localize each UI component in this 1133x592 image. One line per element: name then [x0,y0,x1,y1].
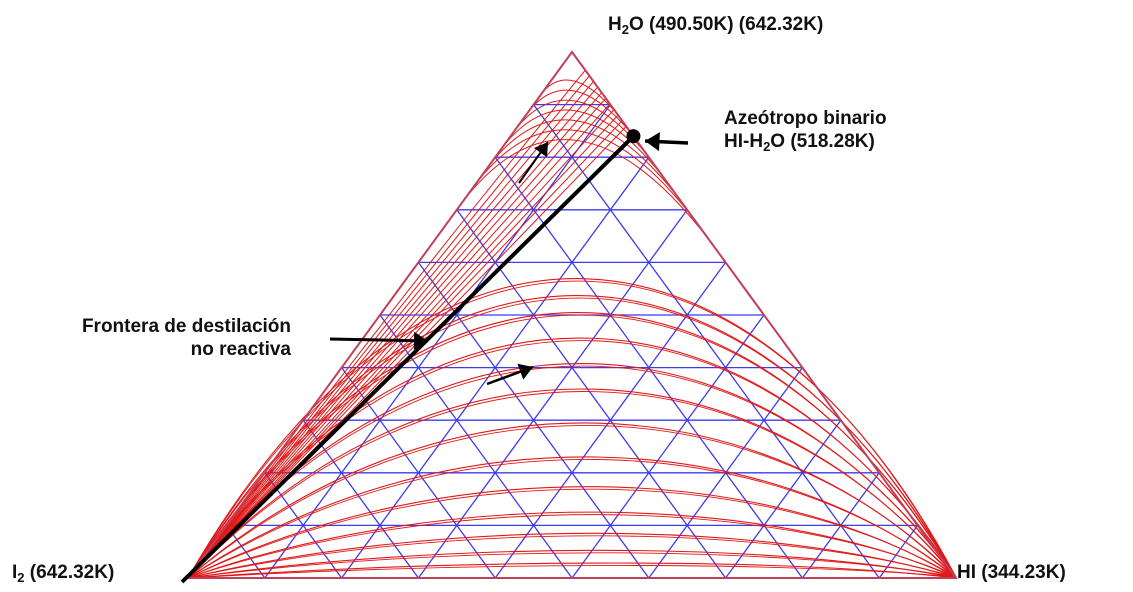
residue-curve [187,549,957,579]
residue-curve [187,511,957,579]
boundary-arrow-head [413,331,428,350]
residue-curve [187,114,619,579]
residue-curve [187,81,594,579]
residue-curve [489,119,680,200]
residue-curve [187,312,957,579]
grid-line [878,525,919,579]
azeotrope-label-line1: Azeótropo binario [724,108,887,129]
grid-line [264,104,611,579]
boundary-label: Frontera de destilación no reactiva [8,316,291,362]
direction-arrow-left-region-head [533,142,548,158]
residue-curve [187,562,957,579]
direction-arrow-right-region-head [517,363,533,380]
residue-curve [187,75,590,579]
azeotrope-point [626,129,641,144]
residue-curve [187,565,957,579]
residue-curve [187,532,957,579]
vertex-label-hi: HI (344.23K) [957,562,1066,583]
residue-curve [187,422,957,579]
composition-grid [225,103,919,579]
grid-line [533,104,880,579]
residue-curve [187,514,957,579]
residue-curve [187,391,957,579]
direction-arrows [329,132,689,386]
residue-curve [529,89,634,137]
residue-curve [187,425,957,579]
vertex-label-i2: I2 (642.32K) [12,562,115,585]
grid-line [494,156,803,579]
residue-curve [187,552,957,579]
residue-curve [187,488,957,579]
vertex-label-h2o: H2O (490.50K) (642.32K) [608,14,824,37]
residue-curve [187,103,611,579]
residue-curve [475,129,696,221]
residue-curve [187,459,957,579]
distillation-boundary-line [180,134,635,584]
residue-curve [187,97,607,579]
residue-curve [187,69,586,579]
residue-curve [502,109,665,179]
residue-curve [187,535,957,579]
residue-curve [462,139,711,242]
grid-line [417,209,688,579]
azeotrope-arrow-head [645,132,660,152]
residue-curve [187,92,603,579]
residue-curve [187,109,615,579]
residue-curve [187,365,957,579]
azeotrope-label: Azeótropo binario HI-H2O (518.28K) [724,108,887,154]
grid-line [571,314,765,579]
azeotrope-label-line2: HI-H2O (518.28K) [724,130,875,154]
residue-curve [187,314,957,579]
boundary-arrow-shaft [329,337,429,343]
boundary-label-line1: Frontera de destilación [81,316,291,337]
grid-line [302,419,419,579]
boundary-label-line2: no reactiva [190,338,291,360]
triangle-outline [186,50,958,579]
residue-curve [542,79,619,116]
residue-curve [187,337,957,579]
grid-line [456,209,727,579]
grid-line [725,419,842,579]
grid-line [379,314,573,579]
